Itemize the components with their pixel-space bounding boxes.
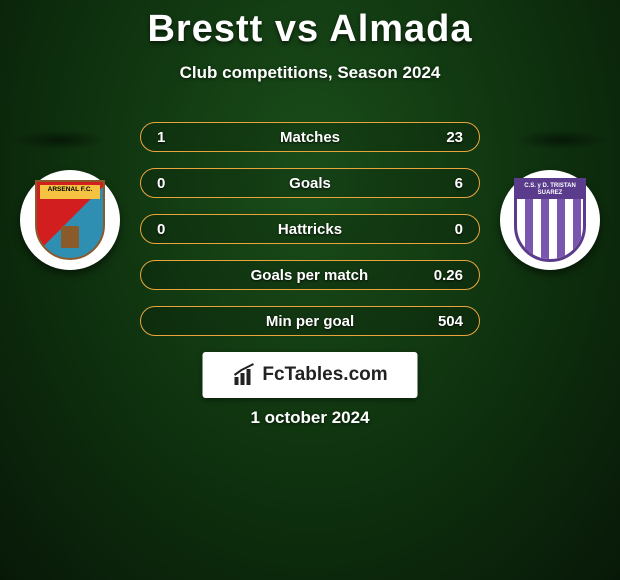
- crest-label-right: C.S. y D. TRISTAN SUAREZ: [517, 183, 583, 197]
- stat-label: Goals per match: [185, 267, 434, 284]
- badge-shadow-left: [12, 130, 107, 150]
- stat-row-goals-per-match: Goals per match 0.26: [140, 260, 480, 290]
- bar-chart-icon: [232, 363, 256, 387]
- team-badge-left: ARSENAL F.C.: [20, 170, 120, 270]
- stat-row-matches: 1 Matches 23: [140, 122, 480, 152]
- stat-left-value: 1: [157, 129, 185, 146]
- shield-icon: C.S. y D. TRISTAN SUAREZ: [514, 178, 586, 262]
- stats-table: 1 Matches 23 0 Goals 6 0 Hattricks 0 Goa…: [140, 122, 480, 352]
- shield-icon: ARSENAL F.C.: [35, 180, 105, 260]
- competition-subtitle: Club competitions, Season 2024: [0, 63, 620, 83]
- crest-label-left: ARSENAL F.C.: [37, 186, 103, 193]
- stat-row-goals: 0 Goals 6: [140, 168, 480, 198]
- stat-label: Min per goal: [185, 313, 435, 330]
- page-title: Brestt vs Almada: [0, 0, 620, 51]
- stat-row-hattricks: 0 Hattricks 0: [140, 214, 480, 244]
- stat-right-value: 504: [435, 313, 463, 330]
- stat-row-min-per-goal: Min per goal 504: [140, 306, 480, 336]
- stat-label: Matches: [185, 129, 435, 146]
- stat-right-value: 6: [435, 175, 463, 192]
- stat-left-value: 0: [157, 221, 185, 238]
- stat-label: Goals: [185, 175, 435, 192]
- stat-right-value: 23: [435, 129, 463, 146]
- brand-text: FcTables.com: [262, 364, 387, 386]
- date-label: 1 october 2024: [0, 408, 620, 428]
- stat-right-value: 0: [435, 221, 463, 238]
- badge-shadow-right: [513, 130, 608, 150]
- stat-label: Hattricks: [185, 221, 435, 238]
- team-badge-right: C.S. y D. TRISTAN SUAREZ: [500, 170, 600, 270]
- brand-badge: FcTables.com: [203, 352, 418, 398]
- stat-left-value: 0: [157, 175, 185, 192]
- stat-right-value: 0.26: [434, 267, 463, 284]
